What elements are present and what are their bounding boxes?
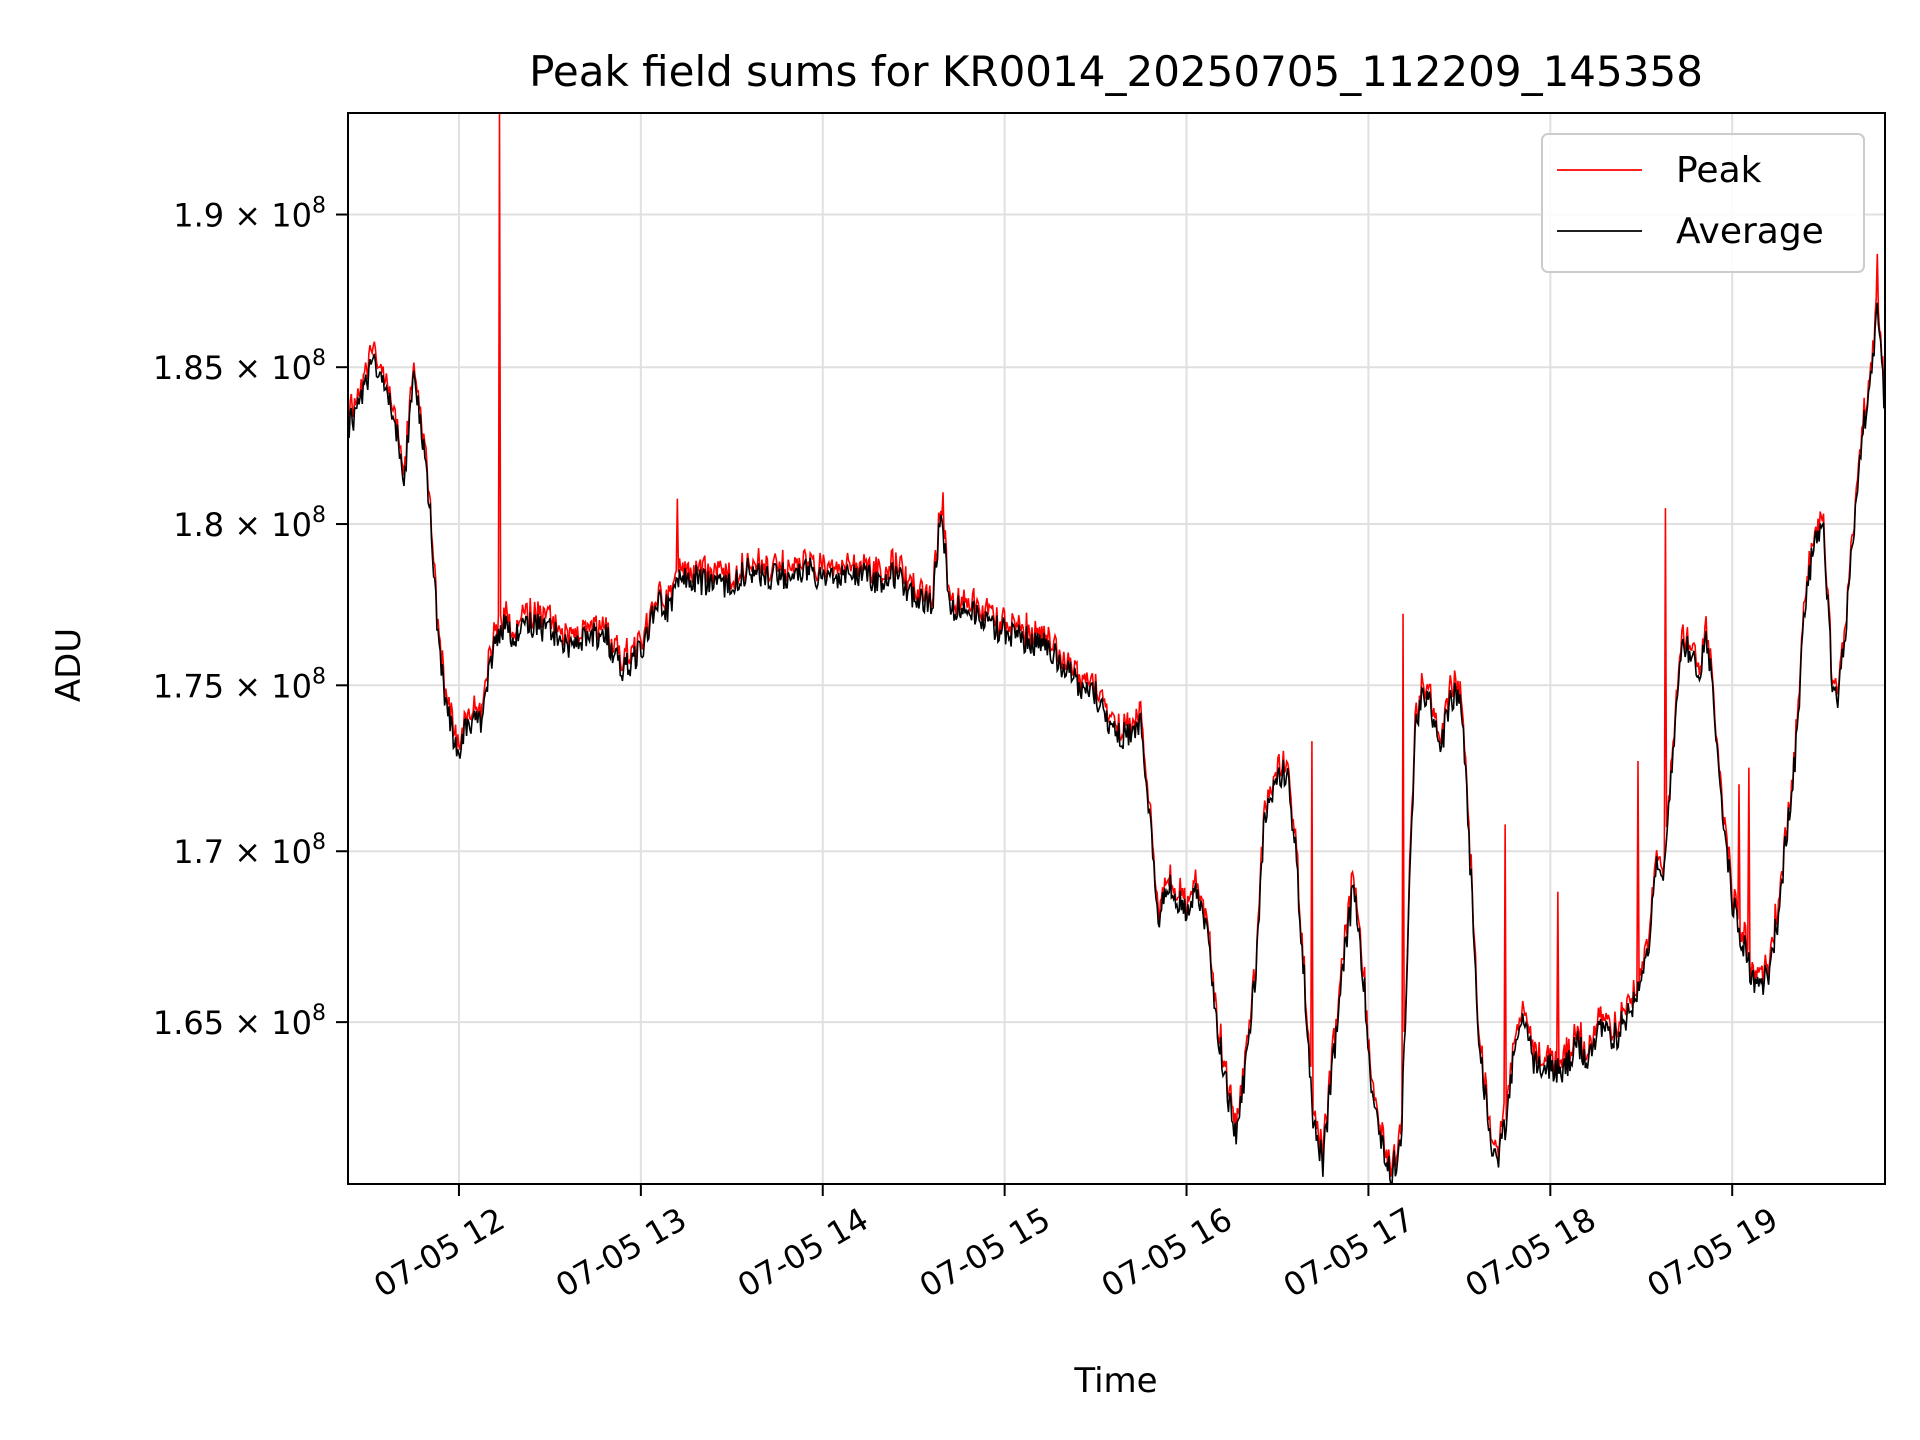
y-tick-times: × 10 <box>224 349 312 387</box>
y-axis-label: ADU <box>49 628 89 702</box>
y-tick-mantissa: 1.9 <box>173 197 224 235</box>
y-tick-times: × 10 <box>224 833 312 871</box>
y-tick-label: 1.7 × 108 <box>173 830 326 871</box>
y-tick-mantissa: 1.8 <box>173 506 224 544</box>
y-tick-times: × 10 <box>224 506 312 544</box>
y-tick-label: 1.65 × 108 <box>153 1001 326 1042</box>
legend-entry: Average <box>1676 211 1824 252</box>
y-tick-exponent: 8 <box>312 194 326 219</box>
y-tick-exponent: 8 <box>312 830 326 855</box>
y-tick-label: 1.75 × 108 <box>153 664 326 705</box>
y-tick-label: 1.9 × 108 <box>173 194 326 235</box>
y-tick-exponent: 8 <box>312 1001 326 1026</box>
y-tick-mantissa: 1.7 <box>173 833 224 871</box>
y-tick-mantissa: 1.75 <box>153 667 224 705</box>
y-tick-label: 1.85 × 108 <box>153 346 326 387</box>
legend-box <box>1541 133 1865 273</box>
y-tick-times: × 10 <box>224 1004 312 1042</box>
plot-frame <box>347 112 1886 1185</box>
series-line-peak <box>347 112 1886 1177</box>
y-tick-exponent: 8 <box>312 664 326 689</box>
y-tick-times: × 10 <box>224 197 312 235</box>
y-tick-label: 1.8 × 108 <box>173 503 326 544</box>
plot-lines <box>347 112 1886 1186</box>
y-tick-times: × 10 <box>224 667 312 705</box>
x-axis-label: Time <box>1073 1361 1157 1401</box>
series-line-average <box>347 302 1886 1186</box>
y-tick-mantissa: 1.65 <box>153 1004 224 1042</box>
chart-title: Peak field sums for KR0014_20250705_1122… <box>529 47 1703 96</box>
y-tick-exponent: 8 <box>312 346 326 371</box>
y-tick-exponent: 8 <box>312 503 326 528</box>
grid-lines <box>348 113 1885 1184</box>
legend-entry: Peak <box>1676 150 1762 191</box>
legend: Peak Average <box>1541 133 1865 273</box>
y-tick-mantissa: 1.85 <box>153 349 224 387</box>
